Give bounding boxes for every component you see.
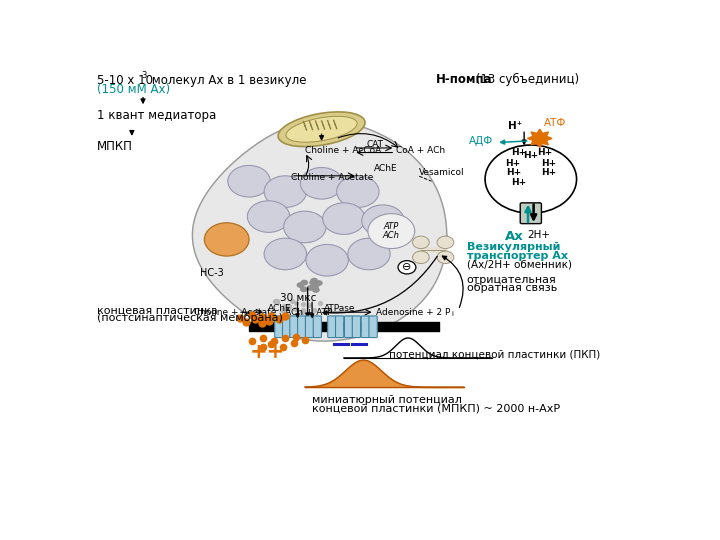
Circle shape (204, 223, 249, 256)
Circle shape (264, 238, 307, 270)
Circle shape (337, 176, 379, 207)
Circle shape (368, 214, 415, 248)
Circle shape (312, 287, 320, 293)
Text: 30 мкс: 30 мкс (280, 293, 316, 303)
Ellipse shape (278, 112, 365, 146)
Circle shape (398, 261, 416, 274)
Text: обратная связь: обратная связь (467, 283, 557, 293)
Text: H⁺: H⁺ (508, 121, 522, 131)
Circle shape (413, 236, 429, 248)
Text: концевая пластинка: концевая пластинка (96, 305, 217, 315)
FancyBboxPatch shape (328, 316, 336, 338)
Text: (постсинаптическая мембрана): (постсинаптическая мембрана) (96, 313, 282, 322)
Text: ATPase: ATPase (324, 303, 356, 313)
Circle shape (315, 280, 323, 286)
Circle shape (413, 251, 429, 264)
FancyBboxPatch shape (369, 316, 377, 338)
FancyBboxPatch shape (336, 316, 343, 338)
Text: миниатюрный потенциал: миниатюрный потенциал (312, 395, 462, 406)
Circle shape (485, 145, 577, 213)
Text: Adenosine + 2 P: Adenosine + 2 P (377, 308, 451, 316)
Ellipse shape (286, 116, 357, 142)
Circle shape (307, 285, 315, 291)
FancyBboxPatch shape (305, 316, 314, 338)
Circle shape (300, 286, 307, 292)
Text: H+: H+ (511, 147, 526, 157)
Text: CoA + ACh: CoA + ACh (396, 146, 445, 154)
Circle shape (248, 201, 289, 232)
Text: Choline + Acetate: Choline + Acetate (194, 308, 276, 316)
Text: АТФ: АТФ (544, 118, 567, 129)
Text: i: i (451, 311, 454, 318)
FancyBboxPatch shape (344, 316, 353, 338)
Text: (Ах/2Н+ обменник): (Ах/2Н+ обменник) (467, 260, 572, 270)
Circle shape (361, 205, 404, 237)
Text: ACh + ATP: ACh + ATP (285, 308, 333, 316)
Text: (150 мМ Ах): (150 мМ Ах) (96, 83, 170, 96)
Text: AChE: AChE (374, 164, 397, 173)
Text: H+: H+ (541, 159, 557, 168)
Text: ACh: ACh (383, 231, 400, 240)
Text: 1 квант медиатора: 1 квант медиатора (96, 109, 216, 122)
Circle shape (437, 251, 454, 264)
Text: концевой пластинки (МПКП) ~ 2000 н-АхР: концевой пластинки (МПКП) ~ 2000 н-АхР (312, 404, 560, 414)
Circle shape (300, 167, 343, 199)
Text: АДФ: АДФ (469, 136, 492, 146)
Text: отрицательная: отрицательная (467, 275, 557, 285)
Circle shape (323, 203, 365, 234)
Text: НС-3: НС-3 (200, 268, 224, 278)
Circle shape (311, 285, 319, 290)
Text: 2Н+: 2Н+ (527, 230, 550, 240)
Text: CAT: CAT (366, 140, 383, 149)
Circle shape (310, 278, 318, 284)
Circle shape (297, 282, 305, 288)
Text: H+: H+ (505, 159, 521, 168)
Circle shape (312, 281, 320, 287)
Text: Н-помпа: Н-помпа (436, 73, 492, 86)
Text: (13 субъединиц): (13 субъединиц) (472, 73, 580, 86)
FancyBboxPatch shape (352, 316, 361, 338)
Text: ++: ++ (250, 342, 285, 362)
Text: 3: 3 (141, 71, 147, 79)
Circle shape (309, 280, 317, 286)
FancyBboxPatch shape (521, 203, 541, 224)
Text: МПКП: МПКП (96, 140, 132, 153)
Text: AChE: AChE (268, 303, 292, 313)
FancyBboxPatch shape (361, 316, 369, 338)
Text: Vesamicol: Vesamicol (419, 168, 465, 178)
Text: ⊖: ⊖ (402, 262, 412, 272)
Text: Choline + Acetate: Choline + Acetate (291, 173, 373, 181)
Text: транспортер Ах: транспортер Ах (467, 251, 567, 261)
Polygon shape (528, 129, 552, 147)
Text: 5-10 x 10: 5-10 x 10 (96, 74, 153, 87)
Text: Choline + AcCoA: Choline + AcCoA (305, 146, 381, 154)
Circle shape (437, 236, 454, 248)
Text: Ах: Ах (505, 230, 523, 243)
Circle shape (300, 280, 308, 286)
FancyBboxPatch shape (313, 316, 321, 338)
Circle shape (284, 211, 326, 243)
Text: молекул Ах в 1 везикуле: молекул Ах в 1 везикуле (148, 74, 307, 87)
Text: H+: H+ (506, 168, 522, 178)
Text: ATP: ATP (384, 221, 399, 231)
Text: потенциал концевой пластинки (ПКП): потенциал концевой пластинки (ПКП) (389, 349, 600, 360)
Circle shape (306, 245, 348, 276)
Text: H+: H+ (511, 178, 526, 186)
FancyBboxPatch shape (282, 316, 291, 338)
FancyBboxPatch shape (289, 316, 298, 338)
Text: H+: H+ (537, 147, 552, 157)
FancyBboxPatch shape (275, 316, 283, 338)
FancyBboxPatch shape (297, 316, 306, 338)
Text: H+: H+ (541, 168, 557, 178)
Text: H+: H+ (523, 151, 539, 159)
Polygon shape (192, 120, 446, 341)
Circle shape (348, 238, 390, 270)
Text: Везикулярный: Везикулярный (467, 241, 560, 252)
Circle shape (228, 165, 270, 197)
Circle shape (264, 176, 307, 207)
